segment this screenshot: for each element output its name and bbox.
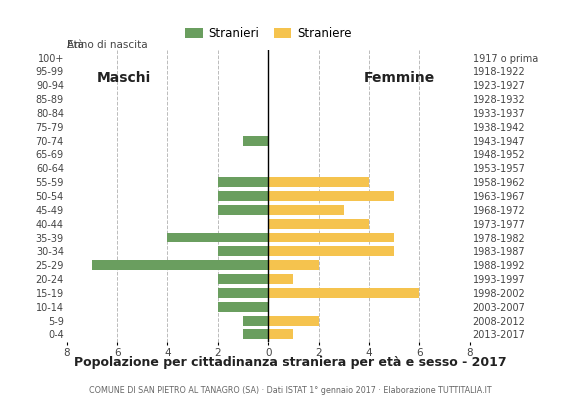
Bar [218, 205, 268, 215]
Legend: Stranieri, Straniere: Stranieri, Straniere [180, 22, 356, 45]
Bar [268, 232, 394, 242]
Bar [243, 330, 268, 339]
Bar [243, 136, 268, 146]
Bar [218, 177, 268, 187]
Bar [268, 260, 318, 270]
Text: Età: Età [67, 40, 84, 50]
Bar [243, 316, 268, 326]
Bar [268, 177, 369, 187]
Bar [268, 330, 293, 339]
Bar [218, 302, 268, 312]
Bar [268, 191, 394, 201]
Bar [218, 246, 268, 256]
Bar [218, 191, 268, 201]
Bar [92, 260, 268, 270]
Bar [268, 205, 344, 215]
Text: Maschi: Maschi [97, 71, 151, 85]
Bar [168, 232, 268, 242]
Text: Popolazione per cittadinanza straniera per età e sesso - 2017: Popolazione per cittadinanza straniera p… [74, 356, 506, 369]
Bar [268, 288, 419, 298]
Bar [268, 246, 394, 256]
Bar [218, 274, 268, 284]
Text: COMUNE DI SAN PIETRO AL TANAGRO (SA) · Dati ISTAT 1° gennaio 2017 · Elaborazione: COMUNE DI SAN PIETRO AL TANAGRO (SA) · D… [89, 386, 491, 395]
Text: Anno di nascita: Anno di nascita [67, 40, 147, 50]
Text: Femmine: Femmine [364, 71, 435, 85]
Bar [268, 316, 318, 326]
Bar [218, 288, 268, 298]
Bar [268, 274, 293, 284]
Bar [268, 219, 369, 229]
